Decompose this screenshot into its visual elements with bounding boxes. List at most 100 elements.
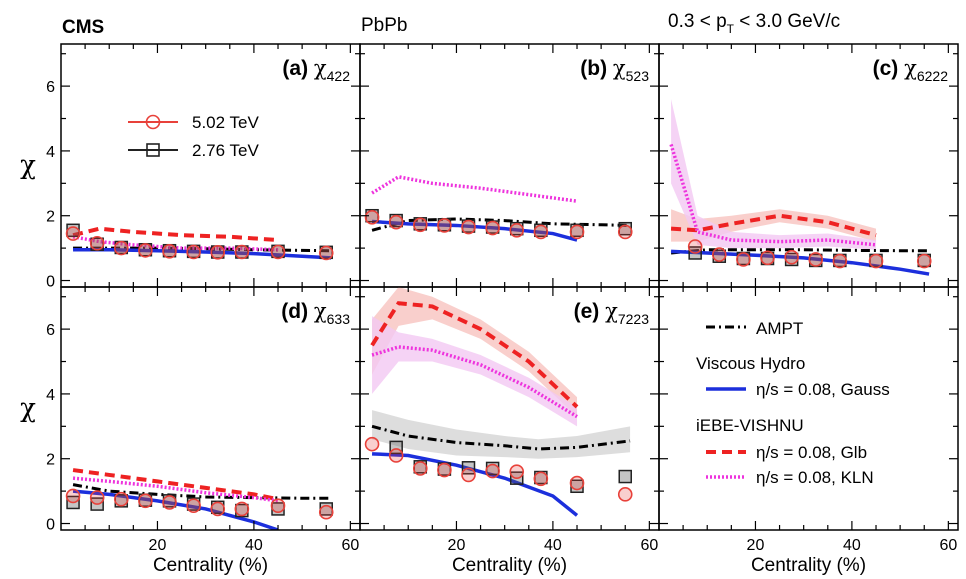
y-tick-label: 6	[46, 322, 55, 339]
marker-502	[89, 490, 105, 505]
x-tick-label: 20	[448, 537, 466, 554]
panel-label: (e) χ7223	[574, 299, 650, 327]
panel-frame	[658, 286, 959, 531]
panel-label: (c) χ6222	[873, 56, 949, 84]
marker-502	[868, 253, 884, 269]
curve-glb	[72, 226, 279, 243]
curve-kln	[669, 143, 877, 247]
panel-label: (a) χ422	[282, 56, 350, 84]
panel-2: (b) χ523	[359, 43, 660, 288]
marker-502	[364, 210, 380, 225]
panel-label: (d) χ633	[281, 299, 350, 327]
marker-502	[711, 247, 727, 262]
marker-502	[509, 223, 525, 238]
curve-ampt	[371, 424, 631, 451]
panel-frame	[359, 43, 660, 288]
y-tick-label: 2	[46, 452, 55, 469]
x-tick-label: 20	[747, 537, 765, 554]
marker-502	[485, 463, 500, 479]
y-tick-label: 4	[46, 387, 55, 404]
legend-label-276: 2.76 TeV	[192, 141, 259, 160]
legend-marker-502	[145, 114, 161, 130]
marker-502	[89, 235, 105, 251]
marker-502	[533, 224, 549, 240]
band-kln	[372, 316, 578, 427]
x-tick-label: 40	[245, 537, 263, 554]
plot-area	[669, 99, 932, 276]
curve-glb	[670, 213, 877, 238]
marker-502	[210, 501, 226, 517]
y-axis-label: χ	[20, 394, 36, 424]
marker-502	[162, 244, 177, 259]
curve-gauss	[73, 247, 332, 260]
band-glb	[372, 287, 578, 417]
legend-models: AMPT Viscous Hydro η/s = 0.08, Gauss iEB…	[696, 319, 890, 487]
plot-area	[364, 287, 633, 517]
marker-502	[808, 252, 824, 267]
panel-3: (c) χ6222	[658, 43, 959, 288]
x-tick-label: 60	[939, 537, 957, 554]
legend-title-hydro: Viscous Hydro	[696, 354, 805, 373]
marker-502	[270, 498, 286, 514]
marker-502	[388, 214, 404, 230]
marker-502	[210, 245, 226, 260]
marker-502	[569, 224, 585, 240]
panel-5: (e) χ7223 20 40 60 Centrality (%)	[359, 286, 660, 576]
panel-6: 20 40 60 Centrality (%)	[658, 286, 959, 576]
marker-502	[437, 462, 452, 478]
marker-276	[618, 469, 632, 484]
marker-502	[569, 475, 585, 491]
marker-502	[113, 240, 129, 256]
legend-label-glb: η/s = 0.08, Glb	[756, 443, 867, 462]
x-axis-label: Centrality (%)	[452, 555, 567, 576]
x-tick-label: 40	[544, 537, 562, 554]
marker-502	[65, 226, 81, 241]
curve-glb	[370, 301, 579, 409]
x-axis-label: Centrality (%)	[751, 555, 866, 576]
curve-ampt	[371, 217, 631, 232]
marker-502	[617, 224, 633, 240]
marker-502	[533, 471, 549, 487]
x-tick-label: 20	[149, 537, 167, 554]
legend-label-ampt: AMPT	[756, 319, 803, 338]
panel-4: (d) χ633 20 40 60 Centrality (%) 0 2 4 6 χ	[20, 286, 361, 576]
y-axis-label: χ	[20, 151, 36, 181]
marker-502	[138, 493, 153, 509]
y-tick-label: 0	[46, 274, 55, 291]
legend-data: 5.02 TeV 2.76 TeV	[128, 113, 259, 160]
marker-502	[186, 244, 201, 260]
legend-marker-276	[146, 143, 160, 157]
panel-label: (b) χ523	[580, 56, 649, 84]
curve-ampt	[72, 483, 332, 500]
marker-502	[138, 243, 153, 258]
marker-502	[461, 467, 476, 483]
curve-kln	[371, 174, 578, 203]
marker-502	[412, 217, 428, 233]
plot-area	[364, 174, 633, 242]
legend-label-502: 5.02 TeV	[192, 113, 259, 132]
marker-502	[234, 501, 250, 517]
curve-kln	[72, 235, 279, 252]
band-ampt	[372, 410, 631, 459]
experiment-label: CMS	[62, 17, 104, 38]
curve-kln	[72, 476, 279, 503]
y-tick-label: 6	[46, 79, 55, 96]
x-tick-label: 40	[843, 537, 861, 554]
x-axis-label: Centrality (%)	[153, 555, 268, 576]
marker-502	[318, 245, 334, 261]
y-tick-label: 4	[46, 144, 55, 161]
curve-ampt	[670, 248, 930, 255]
marker-502	[388, 448, 404, 463]
marker-502	[784, 249, 799, 265]
y-tick-label: 2	[46, 209, 55, 226]
marker-502	[760, 250, 775, 266]
marker-502	[687, 239, 703, 254]
marker-502	[617, 487, 633, 502]
x-tick-label: 60	[640, 537, 658, 554]
y-tick-label: 0	[46, 517, 55, 534]
legend-title-vishnu: iEBE-VISHNU	[696, 416, 804, 435]
marker-502	[234, 244, 250, 260]
system-label: PbPb	[361, 15, 407, 36]
